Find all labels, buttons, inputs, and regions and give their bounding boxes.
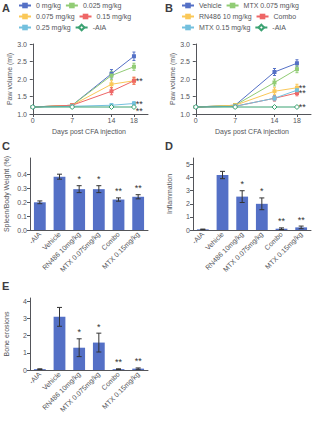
svg-text:Paw volume (ml): Paw volume (ml): [6, 53, 14, 105]
svg-text:1: 1: [23, 349, 27, 356]
svg-text:Combo: Combo: [100, 230, 121, 252]
svg-text:**: **: [136, 106, 144, 116]
svg-text:3.0: 3.0: [17, 41, 27, 48]
svg-text:1.5: 1.5: [180, 93, 190, 100]
svg-text:0.3: 0.3: [17, 185, 27, 192]
svg-text:MTX 0.15 mg/kg: MTX 0.15 mg/kg: [199, 24, 250, 32]
svg-text:0.15 mg/kg: 0.15 mg/kg: [97, 13, 132, 21]
svg-text:RN486 10mg/kg: RN486 10mg/kg: [41, 370, 82, 412]
svg-text:2: 2: [186, 200, 190, 207]
svg-text:7: 7: [70, 117, 74, 124]
svg-text:0 mg/kg: 0 mg/kg: [36, 2, 61, 10]
svg-text:0: 0: [31, 117, 35, 124]
svg-text:14: 14: [271, 117, 279, 124]
svg-text:-AIA: -AIA: [272, 24, 286, 31]
svg-text:0.075 mg/kg: 0.075 mg/kg: [36, 13, 75, 21]
svg-text:-AIA: -AIA: [191, 230, 206, 245]
svg-text:3.0: 3.0: [180, 41, 190, 48]
svg-text:7: 7: [233, 117, 237, 124]
svg-text:0.4: 0.4: [17, 171, 27, 178]
svg-text:**: **: [299, 102, 307, 112]
svg-text:B: B: [165, 2, 173, 14]
svg-text:-AIA: -AIA: [28, 230, 43, 245]
svg-text:**: **: [135, 356, 143, 366]
svg-text:0.1: 0.1: [17, 213, 27, 220]
svg-text:Vehicle: Vehicle: [41, 370, 62, 392]
svg-text:E: E: [2, 280, 9, 292]
svg-text:1.0: 1.0: [180, 111, 190, 118]
svg-text:*: *: [77, 327, 81, 337]
svg-text:MTX 0.075mg/kg: MTX 0.075mg/kg: [222, 230, 265, 273]
svg-text:5: 5: [186, 161, 190, 168]
svg-text:4: 4: [23, 298, 27, 305]
svg-text:MTX 0.075 mg/kg: MTX 0.075 mg/kg: [244, 2, 299, 10]
svg-text:RN486 10 mg/kg: RN486 10 mg/kg: [199, 13, 252, 21]
svg-text:RN486 10mg/kg: RN486 10mg/kg: [41, 230, 82, 272]
svg-text:3: 3: [186, 187, 190, 194]
svg-text:**: **: [278, 216, 286, 226]
svg-text:2.0: 2.0: [180, 76, 190, 83]
svg-text:-AIA: -AIA: [93, 24, 107, 31]
svg-text:Bone erosions: Bone erosions: [3, 311, 10, 356]
svg-text:**: **: [115, 186, 123, 196]
svg-text:0.25 mg/kg: 0.25 mg/kg: [36, 24, 71, 32]
svg-text:MTX 0.15mg/kg: MTX 0.15mg/kg: [101, 370, 142, 411]
svg-text:Vehicle: Vehicle: [204, 230, 225, 252]
svg-text:0.025 mg/kg: 0.025 mg/kg: [83, 2, 122, 10]
svg-text:*: *: [260, 186, 264, 196]
svg-text:4: 4: [186, 174, 190, 181]
svg-text:3: 3: [23, 315, 27, 322]
svg-text:**: **: [298, 215, 306, 225]
svg-text:0: 0: [186, 227, 190, 234]
svg-text:14: 14: [108, 117, 116, 124]
svg-text:MTX 0.075mg/kg: MTX 0.075mg/kg: [59, 230, 102, 273]
svg-text:**: **: [136, 76, 144, 86]
svg-text:0: 0: [23, 367, 27, 374]
svg-text:Combo: Combo: [100, 370, 121, 392]
svg-text:0.2: 0.2: [17, 199, 27, 206]
svg-text:A: A: [2, 2, 10, 14]
svg-text:2.5: 2.5: [180, 58, 190, 65]
svg-text:Combo: Combo: [263, 230, 284, 252]
svg-text:1.0: 1.0: [17, 111, 27, 118]
svg-text:MTX 0.15mg/kg: MTX 0.15mg/kg: [101, 230, 142, 271]
svg-text:Spleen/Body Weight (%): Spleen/Body Weight (%): [3, 156, 11, 232]
svg-text:0: 0: [194, 117, 198, 124]
svg-text:D: D: [165, 140, 173, 152]
svg-text:*: *: [97, 174, 101, 184]
svg-text:18: 18: [293, 117, 301, 124]
svg-text:2: 2: [23, 332, 27, 339]
svg-text:**: **: [299, 88, 307, 98]
svg-text:*: *: [97, 322, 101, 332]
svg-text:Paw volume (ml): Paw volume (ml): [169, 53, 177, 105]
svg-text:2.5: 2.5: [17, 58, 27, 65]
svg-text:-AIA: -AIA: [28, 370, 43, 385]
svg-text:MTX 0.075mg/kg: MTX 0.075mg/kg: [59, 370, 102, 413]
svg-text:Inflammation: Inflammation: [166, 174, 173, 214]
svg-text:1: 1: [186, 213, 190, 220]
svg-text:**: **: [115, 357, 123, 367]
svg-text:**: **: [135, 183, 143, 193]
svg-text:2.0: 2.0: [17, 76, 27, 83]
svg-text:Days post CFA injection: Days post CFA injection: [215, 128, 289, 136]
svg-text:0.0: 0.0: [17, 227, 27, 234]
svg-text:MTX 0.15mg/kg: MTX 0.15mg/kg: [264, 230, 305, 271]
svg-text:*: *: [77, 174, 81, 184]
svg-text:RN486 10mg/kg: RN486 10mg/kg: [204, 230, 245, 272]
svg-text:18: 18: [130, 117, 138, 124]
svg-text:Days post CFA injection: Days post CFA injection: [52, 128, 126, 136]
svg-text:1.5: 1.5: [17, 93, 27, 100]
svg-text:Combo: Combo: [274, 13, 297, 20]
svg-text:Vehicle: Vehicle: [199, 2, 222, 9]
svg-text:Vehicle: Vehicle: [41, 230, 62, 252]
svg-text:*: *: [240, 179, 244, 189]
svg-text:C: C: [2, 140, 10, 152]
